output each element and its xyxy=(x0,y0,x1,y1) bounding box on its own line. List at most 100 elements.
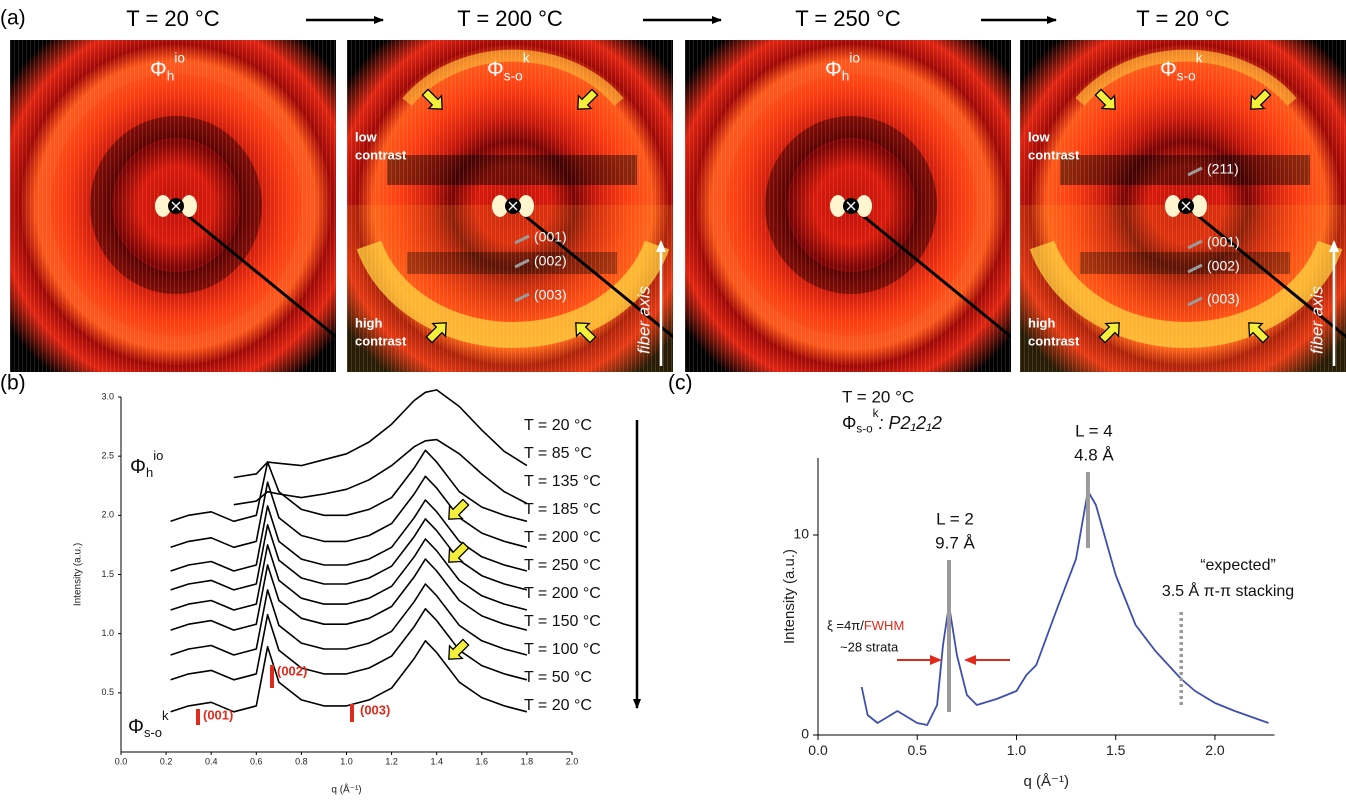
temperature-label: T = 250 °C xyxy=(795,6,901,31)
text-part: s-o xyxy=(144,725,162,740)
y-tick-label: 10 xyxy=(793,526,809,542)
x-tick-label: 0.5 xyxy=(908,742,928,758)
peak-label: L = 4 xyxy=(1075,421,1113,440)
text-part: s-o xyxy=(504,68,523,83)
text-part: Φ xyxy=(487,58,504,81)
beam-center xyxy=(508,201,518,211)
coherence-label: ξ =4π/FWHM xyxy=(827,618,904,633)
y-tick-label: 2.0 xyxy=(101,510,114,520)
data-line xyxy=(170,558,528,631)
series-label: T = 50 °C xyxy=(524,669,592,686)
beam-stop-arm xyxy=(850,204,1011,339)
text-part: s-o xyxy=(1177,68,1196,83)
beam-halo xyxy=(856,195,872,217)
text-part: h xyxy=(146,465,153,480)
data-line xyxy=(170,640,528,713)
phase-label: Φs-ok xyxy=(1160,50,1203,83)
reflection-marker xyxy=(514,258,530,269)
data-line xyxy=(170,538,528,611)
temperature-label: T = 200 °C xyxy=(457,6,563,31)
diffraction-image: Φs-ok fiber axis low contrast high contrast (0… xyxy=(347,40,673,372)
text-part: io xyxy=(174,50,185,65)
text-part: Φ xyxy=(842,413,856,433)
coherence-note: ~28 strata xyxy=(840,639,899,654)
y-tick-label: 0.5 xyxy=(101,687,114,697)
highlight-arrow xyxy=(575,322,597,344)
x-tick-label: 2.0 xyxy=(1205,742,1225,758)
reflection-label: (211) xyxy=(1207,161,1239,177)
reflection-marker xyxy=(514,292,530,303)
expected-label: 3.5 Å π-π stacking xyxy=(1162,581,1294,600)
reflection-label: (002) xyxy=(534,253,567,269)
text-part: h xyxy=(167,68,175,83)
contrast-label: high xyxy=(1028,315,1055,330)
highlight-arrow xyxy=(577,88,599,110)
text-part: Φ xyxy=(130,456,146,478)
text-part: : P2₁2₁2 xyxy=(878,413,941,433)
reflection-marker xyxy=(1187,296,1203,307)
y-tick-label: 2.5 xyxy=(101,451,114,461)
x-tick-label: 1.5 xyxy=(1106,742,1126,758)
data-line xyxy=(170,449,528,523)
series-label: T = 185 °C xyxy=(524,501,601,518)
peak-label: L = 2 xyxy=(936,509,974,528)
diffraction-image: Φh io xyxy=(685,40,1011,372)
diffraction-image: Φh io xyxy=(10,40,336,372)
y-tick-label: 0 xyxy=(801,726,809,742)
reflection-marker xyxy=(1187,166,1203,177)
highlight-arrow xyxy=(1094,88,1116,110)
y-tick-label: 1.5 xyxy=(101,569,114,579)
contrast-label: low xyxy=(1028,129,1051,144)
reflection-marker xyxy=(1187,263,1203,274)
text-part: Φ xyxy=(1160,58,1177,81)
text-part: io xyxy=(849,50,860,65)
x-tick-label: 1.2 xyxy=(385,757,398,767)
beam-halo xyxy=(1191,195,1207,217)
beam-halo xyxy=(1165,195,1181,217)
beam-halo xyxy=(492,195,508,217)
x-tick-label: 2.0 xyxy=(566,757,579,767)
data-line xyxy=(170,518,528,591)
series-label: T = 20 °C xyxy=(524,697,592,714)
temperature-label: T = 20 °C xyxy=(126,6,219,31)
fiber-axis-label: fiber axis xyxy=(1307,285,1326,354)
highlight-arrow xyxy=(1248,322,1270,344)
contrast-label: low xyxy=(355,129,378,144)
diffraction-image: Φs-ok fiber axis low contrast high contrast (2… xyxy=(1020,40,1346,372)
phase-label: Φh io xyxy=(150,50,185,83)
data-line xyxy=(860,490,1269,726)
x-axis-label: q (Å⁻¹) xyxy=(331,783,361,796)
highlight-arrow xyxy=(425,322,447,344)
expected-label: “expected” xyxy=(1200,557,1276,574)
x-tick-label: 0.0 xyxy=(808,742,828,758)
text-part: k xyxy=(523,50,530,65)
reflection-label: (001) xyxy=(1207,234,1240,250)
text-part: Φ xyxy=(128,716,144,738)
data-line xyxy=(170,475,528,549)
reflection-marker xyxy=(1187,239,1203,250)
highlight-arrow xyxy=(421,88,443,110)
series-label: T = 20 °C xyxy=(524,417,592,434)
x-tick-label: 0.8 xyxy=(295,757,308,767)
text-part: Φ xyxy=(825,58,842,81)
data-line xyxy=(170,583,528,656)
beam-halo xyxy=(518,195,534,217)
data-line xyxy=(170,608,528,681)
highlight-arrow xyxy=(1250,88,1272,110)
series-label: T = 135 °C xyxy=(524,473,601,490)
data-line xyxy=(233,389,528,479)
reflection-marker xyxy=(514,234,530,245)
text-part: ξ =4π/ xyxy=(827,618,864,633)
text-part: k xyxy=(162,708,169,723)
x-tick-label: 0.2 xyxy=(160,757,173,767)
contrast-label: contrast xyxy=(1028,147,1080,162)
beam-halo xyxy=(830,195,846,217)
reflection-label: (002) xyxy=(277,663,307,678)
series-label: T = 85 °C xyxy=(524,445,592,462)
highlight-arrow xyxy=(448,541,470,563)
series-label: T = 200 °C xyxy=(524,529,601,546)
text-part: Φ xyxy=(150,58,167,81)
highlight-arrow xyxy=(448,638,470,660)
